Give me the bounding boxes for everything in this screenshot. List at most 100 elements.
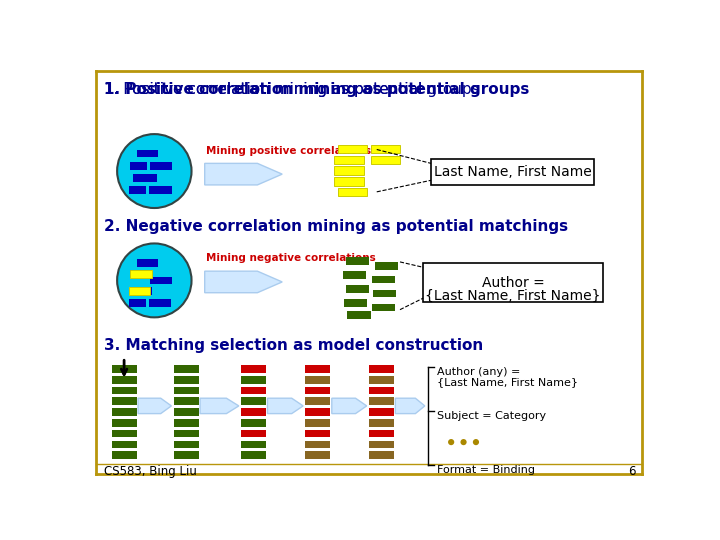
Bar: [174, 419, 199, 427]
Bar: [241, 451, 266, 459]
Bar: [112, 387, 137, 394]
Bar: [149, 299, 171, 307]
Circle shape: [473, 439, 479, 445]
Bar: [130, 271, 152, 278]
Bar: [346, 257, 369, 265]
Polygon shape: [200, 398, 239, 414]
Polygon shape: [332, 398, 366, 414]
Bar: [241, 419, 266, 427]
Bar: [346, 285, 369, 293]
Text: Last Name, First Name: Last Name, First Name: [433, 165, 591, 179]
Bar: [343, 271, 366, 279]
Text: CS583, Bing Liu: CS583, Bing Liu: [104, 465, 197, 478]
Bar: [137, 259, 158, 267]
Text: Format = Binding: Format = Binding: [437, 465, 535, 475]
Bar: [305, 376, 330, 383]
Bar: [174, 408, 199, 416]
Bar: [423, 264, 603, 302]
Text: 2. Negative correlation mining as potential matchings: 2. Negative correlation mining as potent…: [104, 219, 568, 234]
Bar: [334, 166, 364, 175]
Bar: [174, 397, 199, 405]
Bar: [305, 397, 330, 405]
Bar: [112, 419, 137, 427]
Bar: [305, 365, 330, 373]
Bar: [174, 441, 199, 448]
Bar: [132, 174, 158, 182]
Bar: [369, 441, 394, 448]
Bar: [129, 299, 145, 307]
Bar: [369, 408, 394, 416]
Bar: [112, 441, 137, 448]
Bar: [241, 408, 266, 416]
Bar: [334, 177, 364, 186]
Bar: [130, 162, 148, 170]
Bar: [431, 159, 594, 185]
Bar: [241, 365, 266, 373]
Bar: [369, 376, 394, 383]
Text: 1. Positive correlation mining as potential groups: 1. Positive correlation mining as potent…: [104, 82, 480, 97]
Bar: [112, 451, 137, 459]
Text: Author (any) =: Author (any) =: [437, 367, 521, 376]
Text: {Last Name, First Name}: {Last Name, First Name}: [426, 289, 601, 303]
Polygon shape: [204, 271, 282, 293]
Circle shape: [461, 439, 467, 445]
Bar: [305, 441, 330, 448]
Bar: [149, 186, 172, 194]
Bar: [371, 145, 400, 153]
Bar: [369, 419, 394, 427]
Bar: [174, 387, 199, 394]
Bar: [130, 271, 152, 278]
Circle shape: [448, 439, 454, 445]
Bar: [137, 150, 158, 157]
Circle shape: [117, 244, 192, 318]
Bar: [305, 430, 330, 437]
Polygon shape: [267, 398, 303, 414]
Bar: [334, 156, 364, 164]
Polygon shape: [204, 164, 282, 185]
Bar: [174, 376, 199, 383]
Polygon shape: [138, 398, 171, 414]
Bar: [241, 397, 266, 405]
Bar: [369, 387, 394, 394]
Bar: [112, 376, 137, 383]
Bar: [305, 419, 330, 427]
Circle shape: [117, 134, 192, 208]
Bar: [369, 430, 394, 437]
Polygon shape: [395, 398, 425, 414]
Bar: [241, 441, 266, 448]
Bar: [375, 262, 398, 269]
Text: 1. Positive correlation mining as potential groups: 1. Positive correlation mining as potent…: [104, 82, 529, 97]
Bar: [174, 430, 199, 437]
Text: Mining negative correlations: Mining negative correlations: [206, 253, 376, 264]
Bar: [112, 408, 137, 416]
Bar: [241, 376, 266, 383]
Bar: [369, 451, 394, 459]
Bar: [129, 287, 150, 295]
Bar: [305, 451, 330, 459]
Text: 1. Positive correlation mining as potential: 1. Positive correlation mining as potent…: [104, 82, 427, 97]
Bar: [369, 365, 394, 373]
Bar: [112, 430, 137, 437]
Bar: [305, 387, 330, 394]
Text: Author =: Author =: [482, 276, 544, 290]
Bar: [241, 387, 266, 394]
Bar: [347, 311, 371, 319]
Bar: [338, 145, 367, 153]
Bar: [372, 276, 395, 284]
Bar: [112, 397, 137, 405]
Bar: [338, 188, 367, 197]
Text: Subject = Category: Subject = Category: [437, 411, 546, 421]
Bar: [371, 156, 400, 164]
Bar: [369, 397, 394, 405]
Text: 6: 6: [628, 465, 636, 478]
Bar: [344, 299, 367, 307]
Bar: [150, 276, 172, 284]
Bar: [150, 162, 172, 170]
Bar: [305, 408, 330, 416]
Bar: [129, 186, 145, 194]
Bar: [241, 430, 266, 437]
Bar: [373, 289, 396, 298]
Text: 3. Matching selection as model construction: 3. Matching selection as model construct…: [104, 338, 483, 353]
Bar: [174, 451, 199, 459]
Bar: [130, 287, 152, 295]
